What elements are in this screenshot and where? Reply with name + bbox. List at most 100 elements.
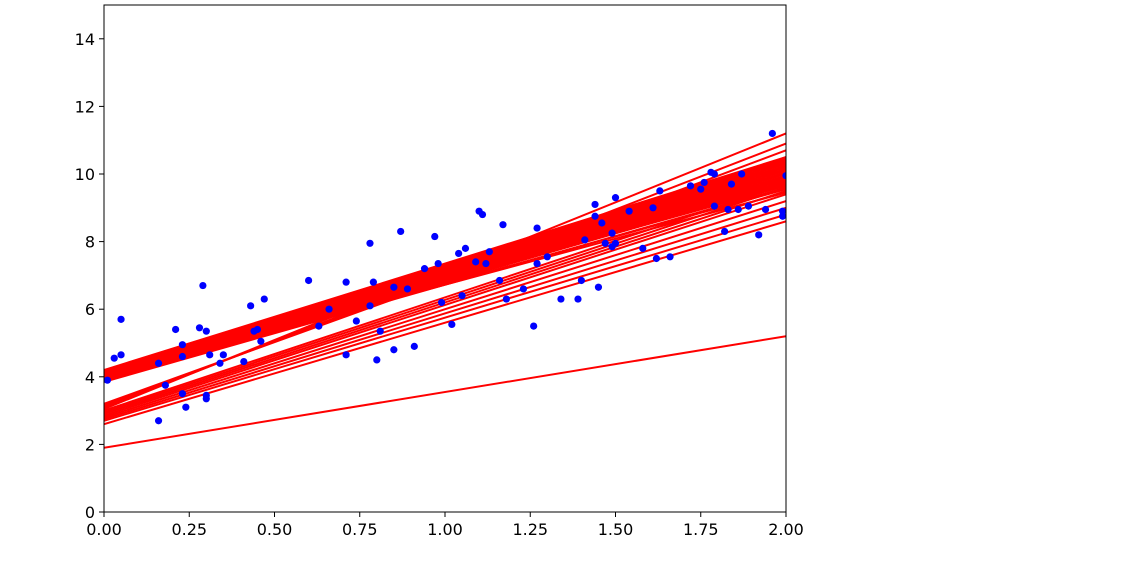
data-point <box>117 351 125 359</box>
data-point <box>495 276 504 285</box>
regression-line <box>104 183 786 412</box>
data-points <box>104 129 786 425</box>
data-point <box>478 210 487 219</box>
data-point <box>543 253 551 261</box>
regression-line <box>104 193 786 417</box>
data-point <box>154 359 163 367</box>
data-point <box>611 194 620 202</box>
data-point <box>366 302 374 310</box>
regression-line <box>104 213 786 422</box>
x-tick-label: 1.00 <box>427 520 463 539</box>
data-point <box>778 212 786 220</box>
x-tick-label: 0.50 <box>257 520 293 539</box>
data-point <box>182 403 190 411</box>
data-point <box>206 351 214 359</box>
x-tick-label: 2.00 <box>768 520 804 539</box>
data-point <box>342 278 350 286</box>
data-point <box>195 324 204 332</box>
data-point <box>591 200 599 209</box>
data-point <box>202 327 210 335</box>
data-point <box>202 395 210 403</box>
data-point <box>581 236 589 244</box>
data-point <box>352 317 360 325</box>
regression-line <box>104 191 786 378</box>
data-point <box>240 357 248 366</box>
data-point <box>533 259 541 268</box>
data-point <box>199 281 207 290</box>
regression-line <box>104 181 786 375</box>
data-point <box>342 351 350 359</box>
regression-line <box>104 200 786 419</box>
data-point <box>519 285 528 293</box>
data-point <box>373 356 381 364</box>
data-point <box>574 295 582 303</box>
data-point <box>778 207 786 215</box>
data-point <box>649 204 657 212</box>
regression-line <box>104 335 786 449</box>
data-point <box>598 219 606 227</box>
data-point <box>738 170 746 178</box>
x-tick-label: 0.00 <box>86 520 122 539</box>
data-point <box>247 302 255 310</box>
data-point <box>686 182 695 190</box>
data-point <box>721 227 729 236</box>
data-point <box>652 254 661 263</box>
data-point <box>768 129 776 138</box>
data-point <box>485 248 493 256</box>
data-point <box>110 354 118 362</box>
data-point <box>117 315 125 323</box>
x-tick-label: 1.75 <box>683 520 719 539</box>
y-tick-label: 2 <box>85 435 95 454</box>
data-point <box>216 359 224 367</box>
data-point <box>700 178 708 187</box>
data-point <box>369 278 377 286</box>
y-tick-label: 4 <box>85 368 95 387</box>
data-point <box>530 322 538 330</box>
data-point <box>437 298 446 307</box>
data-point <box>608 229 616 237</box>
data-point <box>257 337 265 345</box>
data-point <box>734 205 742 214</box>
data-point <box>472 258 480 266</box>
data-point <box>154 417 163 425</box>
data-point <box>744 202 753 210</box>
y-tick-label: 0 <box>85 503 95 522</box>
regression-line <box>104 186 786 414</box>
x-tick-label: 0.25 <box>171 520 207 539</box>
data-point <box>666 253 674 261</box>
data-point <box>533 224 541 232</box>
y-tick-label: 14 <box>75 30 95 49</box>
data-point <box>390 346 398 354</box>
data-point <box>502 295 510 303</box>
data-point <box>577 276 586 285</box>
data-point <box>376 327 384 335</box>
data-point <box>761 205 770 214</box>
data-point <box>178 390 187 398</box>
y-axis: 0 2 4 6 8 10 12 14 <box>75 30 104 522</box>
x-tick-label: 1.25 <box>512 520 548 539</box>
data-point <box>403 285 412 293</box>
data-point <box>710 170 718 178</box>
y-tick-label: 12 <box>75 97 95 116</box>
data-point <box>397 227 405 236</box>
data-point <box>601 239 609 247</box>
data-point <box>104 376 112 384</box>
data-point <box>710 202 718 210</box>
data-point <box>420 265 429 273</box>
data-point <box>172 325 180 334</box>
data-point <box>724 205 732 214</box>
data-point <box>557 295 565 303</box>
data-point <box>366 239 374 247</box>
data-point <box>178 341 187 349</box>
regression-line <box>104 156 786 371</box>
regression-line <box>104 206 786 421</box>
data-point <box>499 221 507 229</box>
data-point <box>161 381 169 389</box>
data-point <box>431 232 439 241</box>
data-point <box>219 351 227 359</box>
y-tick-label: 6 <box>85 300 95 319</box>
data-point <box>611 239 620 247</box>
data-point <box>434 259 442 268</box>
